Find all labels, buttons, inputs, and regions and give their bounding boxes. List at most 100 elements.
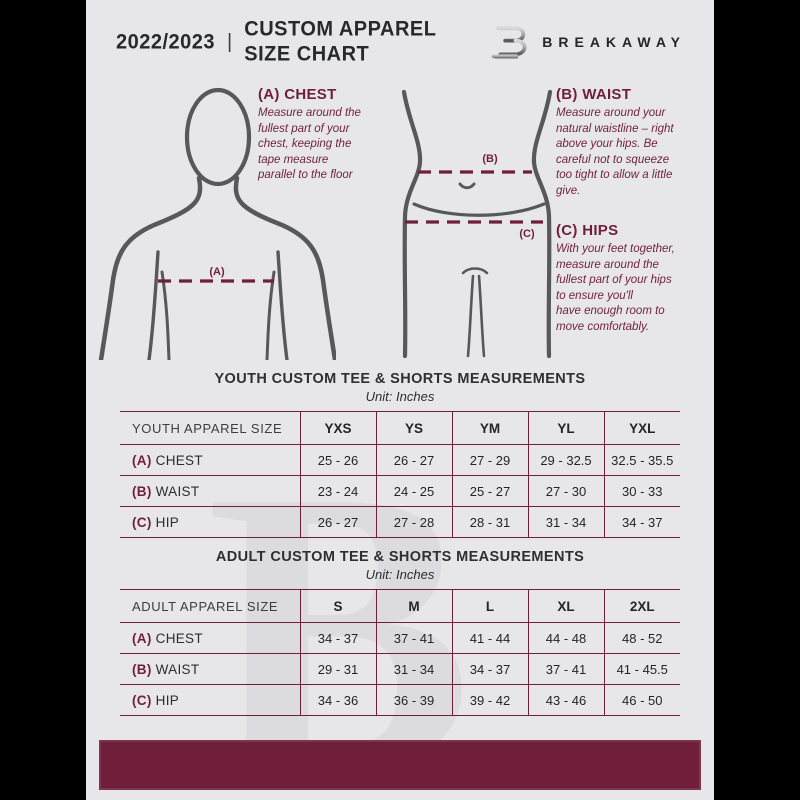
column-header: S	[299, 589, 377, 623]
row-label: (A) CHEST	[120, 444, 301, 476]
row-label: (C) HIP	[120, 684, 301, 716]
waist-line-label: (B)	[482, 153, 498, 165]
row-prefix: (B)	[132, 483, 152, 499]
row-name: HIP	[155, 514, 180, 530]
size-range-cell: 27 - 29	[451, 444, 529, 476]
row-label: (B) WAIST	[120, 475, 301, 507]
column-header: L	[451, 589, 529, 623]
size-range-cell: 37 - 41	[527, 653, 605, 685]
breakaway-logo-icon	[491, 22, 527, 59]
row-label: (B) WAIST	[120, 653, 301, 685]
size-range-cell: 39 - 42	[451, 684, 529, 716]
size-range-cell: 30 - 33	[603, 475, 680, 507]
column-header: XL	[527, 589, 605, 623]
column-header: YXS	[299, 411, 377, 445]
footer-maroon-band	[99, 740, 701, 790]
row-name: WAIST	[155, 483, 200, 499]
size-range-cell: 34 - 37	[603, 506, 680, 538]
size-range-cell: 31 - 34	[375, 653, 453, 685]
brand-group: BREAKAWAY	[488, 22, 686, 62]
season-label: 2022/2023	[116, 29, 216, 54]
youth-size-table: YOUTH APPAREL SIZE YXS YS YM YL YXL (A) C…	[120, 411, 680, 538]
adult-table-title: ADULT CUSTOM TEE & SHORTS MEASUREMENTS	[215, 549, 585, 565]
size-range-cell: 36 - 39	[375, 684, 453, 716]
size-range-cell: 28 - 31	[451, 506, 529, 538]
size-range-cell: 34 - 37	[451, 653, 529, 685]
size-range-cell: 48 - 52	[603, 622, 680, 654]
chest-figure-illustration: (A)	[98, 87, 336, 360]
adult-size-table: ADULT APPAREL SIZE S M L XL 2XL (A) CHEST…	[120, 589, 680, 716]
left-black-bar	[0, 0, 86, 800]
size-range-cell: 43 - 46	[527, 684, 605, 716]
table-row: (B) WAIST 23 - 24 24 - 25 25 - 27 27 - 30…	[120, 475, 680, 507]
table-header-row: YOUTH APPAREL SIZE YXS YS YM YL YXL	[120, 411, 680, 445]
column-header: YOUTH APPAREL SIZE	[120, 411, 301, 445]
table-row: (B) WAIST 29 - 31 31 - 34 34 - 37 37 - 41…	[120, 653, 680, 685]
size-range-cell: 46 - 50	[603, 684, 680, 716]
size-range-cell: 34 - 37	[299, 622, 377, 654]
size-range-cell: 44 - 48	[527, 622, 605, 654]
size-range-cell: 25 - 26	[299, 444, 377, 476]
size-range-cell: 26 - 27	[299, 506, 377, 538]
table-row: (A) CHEST 25 - 26 26 - 27 27 - 29 29 - 32…	[120, 444, 680, 476]
size-range-cell: 34 - 36	[299, 684, 377, 716]
youth-table-section: YOUTH CUSTOM TEE & SHORTS MEASUREMENTS U…	[86, 371, 714, 538]
column-header: YS	[375, 411, 453, 445]
figure-head	[184, 87, 252, 187]
size-range-cell: 26 - 27	[375, 444, 453, 476]
size-range-cell: 29 - 32.5	[527, 444, 605, 476]
column-header: ADULT APPAREL SIZE	[120, 589, 301, 623]
size-range-cell: 37 - 41	[375, 622, 453, 654]
waist-hips-figure-illustration: (B) (C)	[401, 89, 553, 359]
size-range-cell: 31 - 34	[527, 506, 605, 538]
brand-name: BREAKAWAY	[542, 34, 686, 50]
waist-instructions: Measure around your natural waistline – …	[556, 107, 674, 197]
size-range-cell: 24 - 25	[375, 475, 453, 507]
size-range-cell: 23 - 24	[299, 475, 377, 507]
size-range-cell: 27 - 28	[375, 506, 453, 538]
header-divider: |	[227, 30, 233, 53]
chest-line-label: (A)	[209, 266, 225, 278]
table-row: (A) CHEST 34 - 37 37 - 41 41 - 44 44 - 48…	[120, 622, 680, 654]
right-black-bar	[714, 0, 800, 800]
size-range-cell: 32.5 - 35.5	[603, 444, 680, 476]
row-prefix: (C)	[132, 514, 152, 530]
chest-section-heading: (A) CHEST	[258, 86, 337, 103]
table-row: (C) HIP 26 - 27 27 - 28 28 - 31 31 - 34 3…	[120, 506, 680, 538]
row-name: HIP	[155, 692, 180, 708]
row-name: CHEST	[155, 630, 203, 646]
header-title-group: 2022/2023 | CUSTOM APPAREL SIZE CHART	[116, 17, 488, 66]
adult-table-unit: Unit: Inches	[365, 567, 435, 582]
column-header: 2XL	[603, 589, 680, 623]
table-row: (C) HIP 34 - 36 36 - 39 39 - 42 43 - 46 4…	[120, 684, 680, 716]
youth-table-unit: Unit: Inches	[365, 389, 435, 404]
size-range-cell: 41 - 44	[451, 622, 529, 654]
column-header: M	[375, 589, 453, 623]
youth-table-title: YOUTH CUSTOM TEE & SHORTS MEASUREMENTS	[214, 371, 586, 387]
hips-line-label: (C)	[519, 228, 535, 240]
size-range-cell: 25 - 27	[451, 475, 529, 507]
chest-instructions: Measure around the fullest part of your …	[258, 107, 361, 182]
row-prefix: (C)	[132, 692, 152, 708]
row-label: (A) CHEST	[120, 622, 301, 654]
column-header: YXL	[603, 411, 680, 445]
row-prefix: (B)	[132, 661, 152, 677]
size-range-cell: 41 - 45.5	[603, 653, 680, 685]
page-title: CUSTOM APPAREL SIZE CHART	[244, 17, 437, 66]
waist-section-heading: (B) WAIST	[556, 86, 632, 103]
row-label: (C) HIP	[120, 506, 301, 538]
row-prefix: (A)	[132, 630, 152, 646]
size-range-cell: 29 - 31	[299, 653, 377, 685]
table-header-row: ADULT APPAREL SIZE S M L XL 2XL	[120, 589, 680, 623]
size-range-cell: 27 - 30	[527, 475, 605, 507]
page-header: 2022/2023 | CUSTOM APPAREL SIZE CHART	[116, 17, 686, 66]
document-page: B 2022/2023 | CUSTOM APPAREL SIZE CHART	[86, 0, 714, 800]
row-name: CHEST	[155, 452, 203, 468]
column-header: YL	[527, 411, 605, 445]
column-header: YM	[451, 411, 529, 445]
hips-instructions: With your feet together, measure around …	[556, 243, 675, 333]
hips-section-heading: (C) HIPS	[556, 222, 619, 239]
row-name: WAIST	[155, 661, 200, 677]
row-prefix: (A)	[132, 452, 152, 468]
